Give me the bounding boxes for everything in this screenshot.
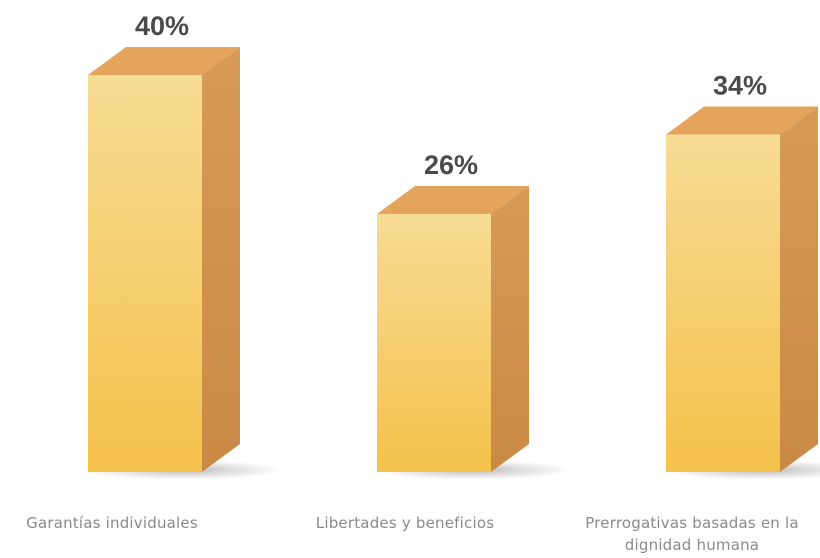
bar-2: 26% [371, 150, 573, 480]
bar-front-face [377, 213, 491, 472]
value-label: 34% [713, 71, 767, 101]
category-label: Prerrogativas basadas en la dignidad huma… [557, 512, 820, 556]
bar-front-face [88, 75, 202, 472]
value-label: 26% [424, 150, 478, 180]
bar-top-face [666, 106, 818, 135]
category-label-line: Garantías individuales [26, 514, 198, 532]
category-label-line: Libertades y beneficios [315, 514, 495, 532]
bar-1: 40% [82, 11, 284, 480]
bar-side-face [202, 47, 240, 472]
bar-top-face [377, 185, 529, 214]
bar-3: 34% [660, 71, 820, 480]
bar-top-face [88, 47, 240, 75]
category-label: Garantías individuales [0, 512, 227, 534]
bar-side-face [491, 185, 529, 472]
category-label-line: Prerrogativas basadas en la [585, 514, 799, 532]
bar-front-face [666, 134, 780, 473]
category-label-line: dignidad humana [624, 536, 760, 554]
category-label: Libertades y beneficios [275, 512, 535, 534]
bar-side-face [780, 106, 818, 473]
value-label: 40% [135, 11, 189, 41]
